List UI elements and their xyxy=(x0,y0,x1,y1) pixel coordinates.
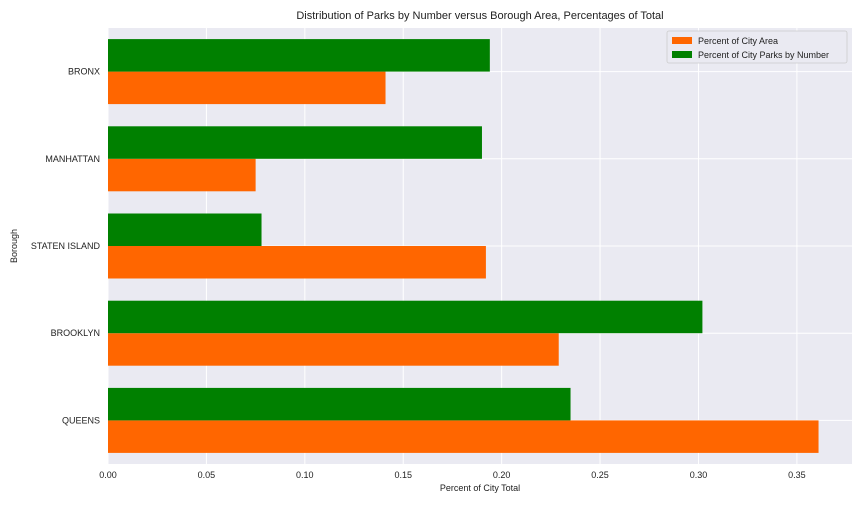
legend-label: Percent of City Area xyxy=(698,36,778,46)
x-axis-label: Percent of City Total xyxy=(440,483,520,493)
bar-city-area xyxy=(108,246,486,279)
bar-city-area xyxy=(108,420,819,453)
y-tick-label: QUEENS xyxy=(62,415,100,425)
legend: Percent of City Area Percent of City Park… xyxy=(666,30,848,64)
bar-parks-by-number xyxy=(108,39,490,72)
x-tick-label: 0.05 xyxy=(198,470,216,480)
bar-parks-by-number xyxy=(108,213,262,246)
bar-city-area xyxy=(108,71,386,105)
y-tick-labels: QUEENS BROOKLYN STATEN ISLAND MANHATTAN BRON… xyxy=(31,67,101,426)
y-axis-label: Borough xyxy=(9,229,19,263)
legend-swatch xyxy=(672,37,692,44)
x-tick-label: 0.25 xyxy=(591,470,609,480)
x-tick-label: 0.35 xyxy=(788,470,806,480)
y-tick-label: BROOKLYN xyxy=(51,328,100,338)
legend-label: Percent of City Parks by Number xyxy=(698,50,829,60)
y-tick-label: STATEN ISLAND xyxy=(31,241,101,251)
bar-parks-by-number xyxy=(108,387,571,421)
bar-parks-by-number xyxy=(108,126,482,159)
y-tick-label: MANHATTAN xyxy=(45,154,100,164)
bar-city-area xyxy=(108,158,256,192)
y-tick-label: BRONX xyxy=(68,67,100,77)
bars xyxy=(108,39,819,453)
x-tick-label: 0.10 xyxy=(296,470,314,480)
chart-title: Distribution of Parks by Number versus B… xyxy=(296,10,663,22)
x-tick-label: 0.20 xyxy=(493,470,511,480)
legend-swatch xyxy=(672,51,692,58)
bar-city-area xyxy=(108,333,559,366)
x-tick-label: 0.15 xyxy=(394,470,412,480)
legend-box xyxy=(666,30,848,64)
bar-parks-by-number xyxy=(108,300,703,334)
x-tick-labels: 0.00 0.05 0.10 0.15 0.20 0.25 0.30 0.35 xyxy=(99,470,805,480)
x-tick-label: 0.00 xyxy=(99,470,117,480)
x-tick-label: 0.30 xyxy=(690,470,708,480)
